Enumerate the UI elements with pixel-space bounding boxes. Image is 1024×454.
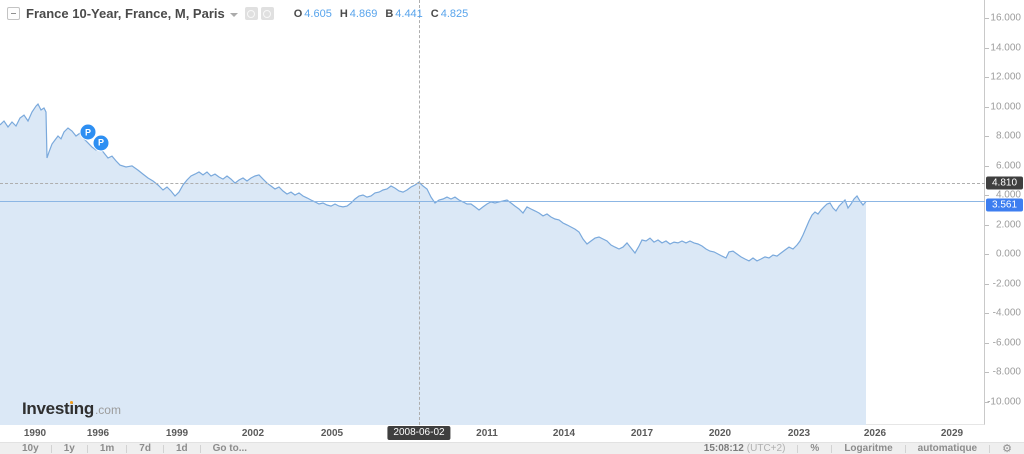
timeframe-buttons: 10y 1y 1m 7d 1d Go to... xyxy=(10,443,259,454)
divider xyxy=(162,444,164,453)
divider xyxy=(86,444,88,453)
logo-wordmark: Investing xyxy=(22,399,94,418)
y-tick-mark xyxy=(985,106,989,108)
y-tick-mark xyxy=(985,313,989,314)
x-tick-label-2014: 2014 xyxy=(552,428,576,439)
y-tick-mark xyxy=(985,224,989,226)
x-tick-label-2011: 2011 xyxy=(476,428,498,439)
clock-display: 15:08:12 (UTC+2) xyxy=(703,443,786,454)
y-tick-mark xyxy=(985,136,989,137)
y-tick-label-8.000: 8.000 xyxy=(995,130,1021,142)
y-tick-mark xyxy=(985,47,989,49)
logo-orange-dot-i: i xyxy=(69,399,74,418)
ohlc-key-B: B xyxy=(385,7,394,20)
ohlc-value-C: 4.825 xyxy=(440,7,469,20)
ohlc-value-O: 4.605 xyxy=(304,7,332,20)
chevron-down-icon[interactable] xyxy=(229,12,238,17)
divider xyxy=(831,444,833,453)
x-tick-label-2005: 2005 xyxy=(320,428,344,439)
y-tick-mark xyxy=(985,342,989,344)
scale-options: % Logaritme automatique xyxy=(797,443,989,454)
collapse-icon[interactable] xyxy=(7,7,20,20)
logo-tld: .com xyxy=(94,403,121,417)
x-tick-label-2029: 2029 xyxy=(940,428,964,439)
ohlc-value-B: 4.441 xyxy=(395,7,423,20)
divider xyxy=(126,444,128,453)
x-tick-label-2017: 2017 xyxy=(630,428,654,439)
timezone-label: (UTC+2) xyxy=(746,443,786,454)
y-tick-mark xyxy=(985,283,989,285)
instrument-header: France 10-Year, France, M, Paris O 4.605 H… xyxy=(7,6,468,21)
x-tick-label-2026: 2026 xyxy=(863,428,887,439)
range-1d-button[interactable]: 1d xyxy=(175,443,188,454)
ohlc-values: O 4.605 H 4.869 B 4.441 C 4.825 xyxy=(286,8,469,20)
y-tick-label-0.000: 0.000 xyxy=(995,248,1021,260)
event-marker-p-1[interactable]: P xyxy=(80,124,96,140)
crosshair-horizontal-line xyxy=(0,183,985,185)
time-axis[interactable]: 1990 1996 1999 2002 2005 2011 2014 2017 2020 2023… xyxy=(0,425,1024,442)
divider xyxy=(199,444,201,453)
chart-snapshot-icon[interactable] xyxy=(260,7,274,20)
range-10y-button[interactable]: 10y xyxy=(22,443,39,454)
investing-logo: Investing.com xyxy=(22,399,121,419)
ohlc-key-C: C xyxy=(430,7,439,20)
x-tick-label-1996: 1996 xyxy=(86,428,110,439)
bottom-toolbar: 10y 1y 1m 7d 1d Go to... 15:08:12 (UTC+2) % Log… xyxy=(0,442,1024,454)
divider xyxy=(797,444,799,453)
go-to-button[interactable]: Go to... xyxy=(212,443,248,454)
x-tick-label-2023: 2023 xyxy=(787,428,811,439)
y-tick-label-12.000: 12.000 xyxy=(990,71,1021,83)
y-tick-mark xyxy=(985,165,989,167)
crosshair-date-badge: 2008-06-02 xyxy=(387,426,451,440)
x-tick-label-1999: 1999 xyxy=(165,428,189,439)
y-tick-label--6.000: -6.000 xyxy=(992,337,1021,348)
ohlc-key-O: O xyxy=(293,7,303,20)
area-fill xyxy=(0,104,866,425)
y-tick-label-6.000: 6.000 xyxy=(995,160,1021,171)
y-tick-label-16.000: 16.000 xyxy=(990,12,1021,24)
current-price-badge: 3.561 xyxy=(986,198,1023,212)
y-tick-label-10.000: 10.000 xyxy=(990,101,1021,112)
logaritme-button[interactable]: Logaritme xyxy=(844,443,893,454)
price-area-chart xyxy=(0,102,867,425)
y-tick-mark xyxy=(985,77,989,78)
divider xyxy=(50,444,52,453)
y-tick-label-2.000: 2.000 xyxy=(995,219,1021,230)
y-tick-mark xyxy=(985,18,989,19)
y-tick-mark xyxy=(985,372,989,373)
y-tick-label--10.000: -10.000 xyxy=(987,396,1021,407)
y-tick-label-14.000: 14.000 xyxy=(990,42,1021,53)
crosshair-vertical-line xyxy=(419,0,420,425)
toolbar-right: 15:08:12 (UTC+2) % Logaritme automatique ⚙ xyxy=(692,443,1014,454)
crosshair-price-badge: 4.810 xyxy=(986,176,1023,190)
automatique-button[interactable]: automatique xyxy=(917,443,978,454)
gear-icon[interactable]: ⚙ xyxy=(1002,443,1012,454)
price-axis[interactable]: 16.000 14.000 12.000 10.000 8.000 6.000 4.000 2… xyxy=(985,0,1024,425)
y-tick-label-4.000: 4.000 xyxy=(995,189,1021,201)
x-tick-label-1990: 1990 xyxy=(23,428,47,439)
instrument-title[interactable]: France 10-Year, France, M, Paris xyxy=(26,6,225,21)
ohlc-key-H: H xyxy=(339,7,348,20)
current-price-line xyxy=(0,201,985,203)
y-tick-mark xyxy=(985,254,989,255)
event-marker-p-2[interactable]: P xyxy=(93,135,109,151)
y-tick-label--8.000: -8.000 xyxy=(992,366,1021,378)
range-7d-button[interactable]: 7d xyxy=(139,443,151,454)
-button[interactable]: % xyxy=(810,443,820,454)
divider xyxy=(989,444,991,453)
chart-style-icon[interactable] xyxy=(244,7,258,20)
divider xyxy=(904,444,906,453)
ohlc-value-H: 4.869 xyxy=(349,7,378,20)
y-tick-mark xyxy=(985,195,989,196)
y-tick-label--2.000: -2.000 xyxy=(992,278,1021,289)
x-tick-label-2020: 2020 xyxy=(708,428,732,439)
y-tick-label--4.000: -4.000 xyxy=(992,307,1021,319)
range-1m-button[interactable]: 1m xyxy=(99,443,115,454)
price-series-line xyxy=(0,102,867,262)
y-tick-mark xyxy=(985,401,989,403)
x-tick-label-2002: 2002 xyxy=(241,428,265,439)
range-1y-button[interactable]: 1y xyxy=(63,443,75,454)
